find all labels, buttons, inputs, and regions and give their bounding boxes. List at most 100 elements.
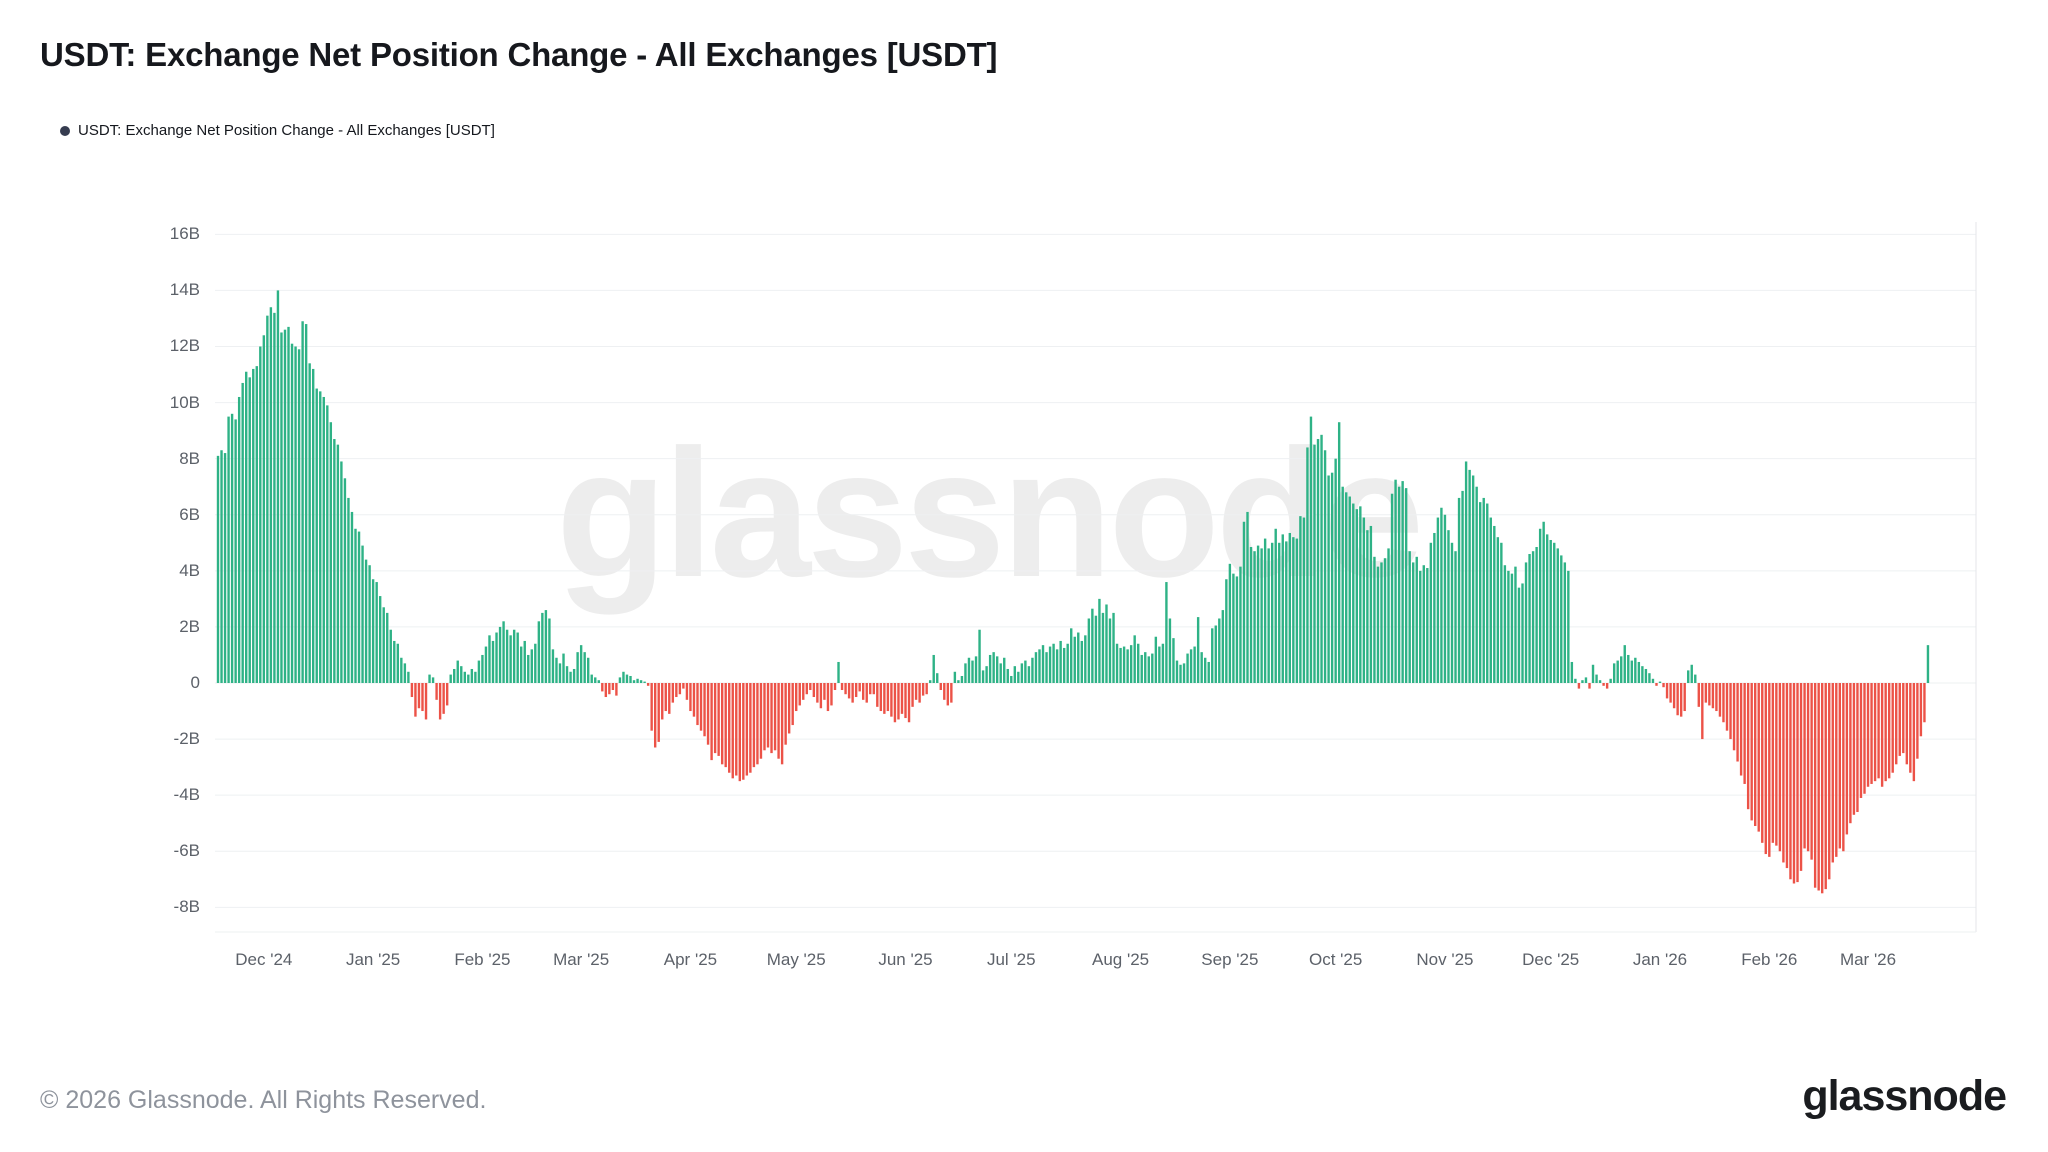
bar-positive[interactable] [523, 640, 526, 683]
bar-positive[interactable] [999, 663, 1002, 683]
bar-positive[interactable] [1263, 538, 1267, 683]
bar-positive[interactable] [280, 332, 283, 683]
bar-positive[interactable] [1493, 525, 1496, 683]
bar-positive[interactable] [1348, 496, 1351, 683]
bar-positive[interactable] [1098, 598, 1101, 683]
bar-negative[interactable] [1817, 683, 1820, 891]
bar-negative[interactable] [1743, 683, 1746, 784]
bar-positive[interactable] [262, 335, 266, 683]
bar-negative[interactable] [717, 683, 720, 756]
bar-positive[interactable] [1422, 565, 1425, 683]
bar-positive[interactable] [1182, 663, 1186, 683]
bar-negative[interactable] [1605, 683, 1609, 689]
bar-positive[interactable] [269, 307, 273, 683]
bar-positive[interactable] [1440, 507, 1443, 683]
bar-positive[interactable] [1211, 628, 1214, 683]
bar-negative[interactable] [1768, 683, 1771, 857]
bar-positive[interactable] [276, 290, 280, 683]
bar-negative[interactable] [1877, 683, 1880, 779]
bar-positive[interactable] [1641, 666, 1644, 683]
bar-positive[interactable] [1334, 458, 1337, 683]
bar-negative[interactable] [442, 683, 445, 714]
bar-negative[interactable] [1782, 683, 1785, 863]
bar-negative[interactable] [696, 683, 699, 726]
bar-negative[interactable] [678, 683, 682, 695]
bar-positive[interactable] [488, 635, 491, 683]
bar-negative[interactable] [1729, 683, 1732, 740]
bar-negative[interactable] [777, 683, 780, 759]
bar-positive[interactable] [583, 652, 586, 683]
bar-positive[interactable] [484, 646, 488, 683]
bar-positive[interactable] [992, 652, 995, 683]
bar-positive[interactable] [576, 652, 579, 683]
bar-positive[interactable] [1454, 551, 1457, 683]
bar-negative[interactable] [1806, 683, 1810, 852]
bar-positive[interactable] [1694, 674, 1697, 683]
bar-positive[interactable] [1094, 615, 1098, 683]
bar-negative[interactable] [682, 683, 685, 689]
bar-positive[interactable] [1196, 617, 1200, 683]
bar-positive[interactable] [1489, 517, 1492, 683]
bar-positive[interactable] [1366, 530, 1369, 683]
bar-positive[interactable] [964, 663, 967, 683]
bar-positive[interactable] [1235, 576, 1239, 683]
bar-positive[interactable] [1246, 511, 1249, 683]
bar-positive[interactable] [1514, 566, 1517, 683]
bar-positive[interactable] [1461, 490, 1464, 683]
bar-positive[interactable] [618, 677, 622, 683]
bar-positive[interactable] [597, 680, 600, 683]
bar-positive[interactable] [1436, 517, 1440, 683]
bar-negative[interactable] [671, 683, 675, 703]
bar-positive[interactable] [1288, 532, 1292, 683]
bar-negative[interactable] [1746, 683, 1750, 810]
bar-negative[interactable] [939, 683, 942, 691]
bar-positive[interactable] [259, 346, 262, 684]
bar-negative[interactable] [699, 683, 703, 731]
bar-positive[interactable] [1225, 579, 1228, 683]
bar-negative[interactable] [865, 683, 868, 703]
bar-positive[interactable] [1161, 643, 1165, 683]
bar-positive[interactable] [1256, 545, 1260, 683]
bar-positive[interactable] [1412, 562, 1415, 683]
bar-negative[interactable] [611, 683, 615, 691]
bar-negative[interactable] [675, 683, 678, 698]
bar-positive[interactable] [1309, 416, 1313, 683]
bar-negative[interactable] [1697, 683, 1700, 707]
bar-positive[interactable] [1337, 422, 1341, 683]
bar-positive[interactable] [1066, 643, 1069, 683]
bar-positive[interactable] [1651, 678, 1655, 683]
bar-negative[interactable] [1813, 683, 1817, 888]
bar-negative[interactable] [1701, 683, 1704, 740]
bar-positive[interactable] [1507, 570, 1510, 683]
bar-positive[interactable] [326, 405, 329, 683]
bar-positive[interactable] [1214, 625, 1217, 683]
bar-positive[interactable] [311, 368, 315, 683]
bar-positive[interactable] [470, 668, 474, 683]
bar-positive[interactable] [978, 629, 981, 683]
bar-negative[interactable] [724, 683, 727, 768]
bar-negative[interactable] [890, 683, 893, 717]
bar-negative[interactable] [1725, 683, 1729, 731]
bar-positive[interactable] [1447, 530, 1450, 683]
bar-positive[interactable] [1278, 542, 1281, 683]
bar-negative[interactable] [745, 683, 749, 776]
bar-positive[interactable] [1242, 521, 1246, 683]
bar-positive[interactable] [988, 654, 992, 683]
bar-negative[interactable] [1736, 683, 1739, 762]
bar-negative[interactable] [706, 683, 710, 745]
bar-positive[interactable] [1302, 517, 1306, 683]
bar-negative[interactable] [918, 683, 921, 703]
bar-positive[interactable] [453, 668, 456, 683]
bar-positive[interactable] [1380, 562, 1383, 683]
bar-negative[interactable] [608, 683, 611, 695]
bar-positive[interactable] [837, 661, 840, 683]
bar-positive[interactable] [1221, 610, 1225, 683]
bar-positive[interactable] [1186, 653, 1189, 683]
bar-positive[interactable] [1524, 562, 1528, 683]
bar-positive[interactable] [985, 666, 988, 683]
bar-negative[interactable] [787, 683, 791, 734]
bar-positive[interactable] [1108, 618, 1112, 684]
bar-positive[interactable] [1373, 556, 1376, 683]
bar-positive[interactable] [1627, 654, 1630, 683]
bar-positive[interactable] [498, 626, 502, 683]
